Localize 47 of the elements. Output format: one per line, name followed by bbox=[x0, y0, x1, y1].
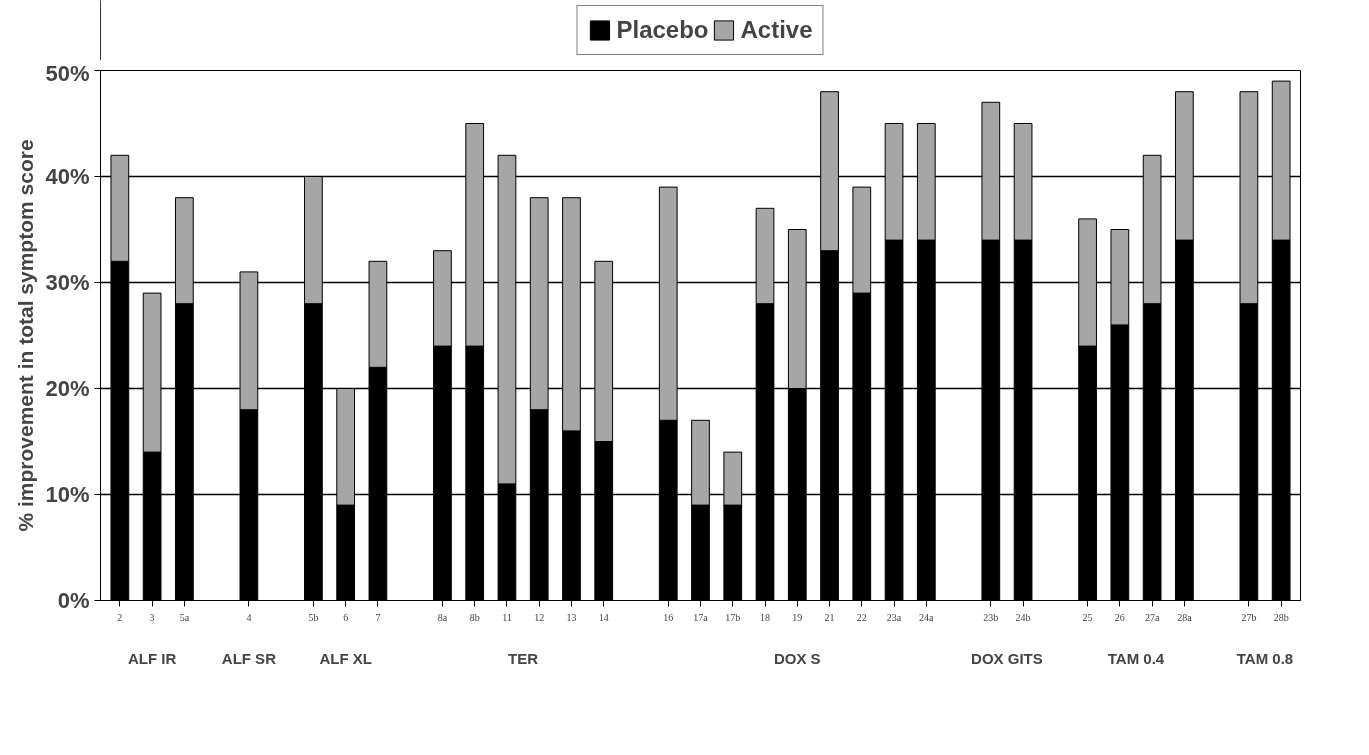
text: ALF XL bbox=[319, 649, 372, 667]
text: ALF IR bbox=[127, 649, 177, 667]
y-axis-title: % improvement in total symptom score bbox=[14, 139, 38, 532]
x-tick-label: 7 bbox=[375, 611, 381, 623]
x-tick-label: 22 bbox=[856, 611, 867, 623]
y-tick-label: 20% bbox=[45, 376, 90, 401]
x-tick-label: 19 bbox=[792, 611, 803, 623]
x-tick-label: 23a bbox=[886, 611, 902, 623]
legend-label: Active bbox=[740, 16, 813, 44]
x-tick-label: 16 bbox=[663, 611, 674, 623]
text: TAM 0.4 bbox=[1107, 649, 1165, 667]
x-tick-label: 11 bbox=[502, 611, 512, 623]
x-tick-label: 24a bbox=[919, 611, 935, 623]
legend-label: Placebo bbox=[616, 16, 709, 44]
text: TAM 0.8 bbox=[1236, 649, 1294, 667]
x-tick-label: 5b bbox=[308, 611, 319, 623]
x-tick-label: 26 bbox=[1114, 611, 1125, 623]
x-tick-label: 12 bbox=[534, 611, 545, 623]
x-tick-label: 5a bbox=[179, 611, 190, 623]
text: ALF SR bbox=[221, 649, 277, 667]
y-tick-label: 40% bbox=[45, 164, 90, 189]
x-tick-label: 24b bbox=[1015, 611, 1031, 623]
x-tick-label: 6 bbox=[343, 611, 349, 623]
text: TER bbox=[508, 649, 539, 667]
x-tick-label: 4 bbox=[246, 611, 252, 623]
x-tick-label: 21 bbox=[824, 611, 835, 623]
x-tick-label: 14 bbox=[598, 611, 609, 623]
x-tick-label: 25 bbox=[1082, 611, 1093, 623]
x-tick-label: 2 bbox=[117, 611, 123, 623]
y-tick-label: 0% bbox=[57, 588, 90, 613]
x-tick-label: 3 bbox=[149, 611, 155, 623]
text: DOX S bbox=[773, 649, 821, 667]
x-tick-label: 13 bbox=[566, 611, 577, 623]
x-tick-label: 28a bbox=[1177, 611, 1193, 623]
x-tick-label: 17a bbox=[693, 611, 709, 623]
x-tick-label: 27a bbox=[1144, 611, 1160, 623]
text: DOX GITS bbox=[971, 649, 1043, 667]
x-tick-label: 28b bbox=[1273, 611, 1289, 623]
x-tick-label: 8b bbox=[469, 611, 480, 623]
y-tick-label: 50% bbox=[45, 60, 90, 86]
y-tick-label: 10% bbox=[45, 482, 90, 507]
x-tick-label: 18 bbox=[760, 611, 771, 623]
y-tick-label: 30% bbox=[45, 270, 90, 295]
x-tick-label: 8a bbox=[437, 611, 448, 623]
x-tick-label: 23b bbox=[983, 611, 999, 623]
x-tick-label: 17b bbox=[725, 611, 741, 623]
x-tick-label: 27b bbox=[1241, 611, 1257, 623]
